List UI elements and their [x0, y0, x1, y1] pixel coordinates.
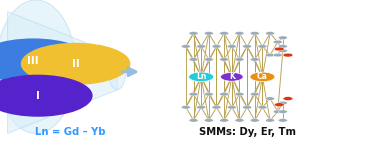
Circle shape	[220, 58, 229, 61]
Text: SMMs: Dy, Er, Tm: SMMs: Dy, Er, Tm	[199, 127, 296, 137]
Text: I: I	[36, 91, 40, 101]
Text: Ln: Ln	[196, 72, 206, 81]
Circle shape	[189, 32, 198, 35]
Circle shape	[243, 106, 252, 109]
Circle shape	[283, 97, 293, 100]
Circle shape	[278, 49, 287, 52]
Text: II: II	[72, 59, 79, 69]
Circle shape	[278, 45, 287, 48]
Circle shape	[250, 72, 275, 82]
Circle shape	[250, 32, 259, 35]
Circle shape	[227, 106, 236, 109]
Circle shape	[204, 32, 213, 35]
Circle shape	[235, 119, 244, 122]
Circle shape	[274, 47, 284, 51]
Circle shape	[258, 106, 267, 109]
Circle shape	[250, 119, 259, 122]
Circle shape	[243, 45, 252, 48]
Circle shape	[197, 106, 206, 109]
Circle shape	[265, 32, 274, 35]
Circle shape	[258, 45, 267, 48]
Polygon shape	[8, 12, 117, 133]
Circle shape	[283, 53, 293, 57]
Circle shape	[274, 103, 284, 107]
Circle shape	[235, 32, 244, 35]
Circle shape	[235, 58, 244, 61]
Circle shape	[250, 58, 259, 61]
Circle shape	[250, 93, 259, 96]
Circle shape	[0, 75, 93, 117]
Text: Ln = Gd – Yb: Ln = Gd – Yb	[35, 127, 105, 137]
Circle shape	[273, 53, 282, 57]
Circle shape	[220, 93, 229, 96]
Circle shape	[227, 45, 236, 48]
Circle shape	[265, 53, 274, 57]
Ellipse shape	[0, 0, 76, 133]
Circle shape	[220, 72, 243, 81]
Circle shape	[197, 45, 206, 48]
Text: III: III	[28, 56, 39, 66]
Text: K: K	[229, 72, 235, 81]
Circle shape	[273, 40, 282, 44]
Circle shape	[278, 36, 287, 39]
Circle shape	[273, 110, 282, 113]
Circle shape	[0, 38, 92, 83]
Circle shape	[278, 101, 287, 105]
Circle shape	[212, 106, 221, 109]
Ellipse shape	[109, 56, 125, 89]
Circle shape	[21, 43, 130, 85]
Circle shape	[212, 45, 221, 48]
Text: Ca: Ca	[257, 72, 268, 81]
Circle shape	[265, 97, 274, 100]
Circle shape	[265, 119, 274, 122]
Circle shape	[189, 119, 198, 122]
Circle shape	[220, 32, 229, 35]
Circle shape	[278, 110, 287, 113]
Circle shape	[181, 45, 191, 48]
Circle shape	[181, 106, 191, 109]
Circle shape	[189, 58, 198, 61]
Circle shape	[204, 93, 213, 96]
Circle shape	[235, 93, 244, 96]
Circle shape	[220, 119, 229, 122]
Circle shape	[189, 93, 198, 96]
Circle shape	[204, 119, 213, 122]
Circle shape	[278, 119, 287, 122]
Circle shape	[204, 58, 213, 61]
Circle shape	[189, 72, 214, 82]
